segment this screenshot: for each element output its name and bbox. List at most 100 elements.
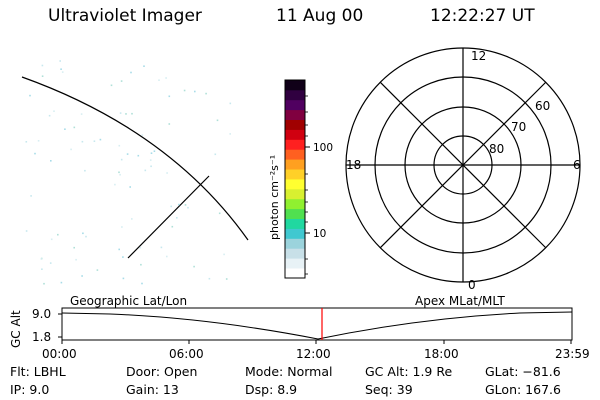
- speckle: [205, 92, 207, 95]
- speckle: [153, 150, 156, 152]
- speckle: [131, 218, 133, 220]
- speckle: [144, 169, 147, 172]
- speckle: [140, 263, 142, 266]
- speckle: [171, 225, 174, 228]
- speckle: [73, 126, 76, 129]
- speckle: [125, 113, 127, 115]
- colorbar-segment: [285, 169, 305, 180]
- speckle: [131, 112, 133, 115]
- date-label: 11 Aug 00: [276, 6, 364, 26]
- speckle: [168, 123, 171, 125]
- geographic-label: Geographic Lat/Lon: [70, 294, 187, 308]
- speckle: [150, 152, 153, 154]
- filter-status: Flt: LBHL: [10, 364, 66, 379]
- speckle: [126, 153, 129, 155]
- speckle: [122, 256, 124, 258]
- colorbar-segment: [285, 248, 305, 259]
- speckle: [137, 154, 140, 157]
- timeline-xtick-0600: 06:00: [169, 347, 204, 361]
- speckle: [114, 183, 116, 186]
- speckle: [73, 246, 75, 249]
- speckle: [118, 171, 120, 174]
- colorbar-segment: [285, 188, 305, 200]
- speckle: [80, 113, 83, 115]
- colorbar-tick-label-10: 10: [313, 228, 326, 240]
- speckle: [139, 246, 142, 249]
- speckle: [149, 159, 152, 161]
- lat-label-70: 70: [511, 120, 526, 134]
- time-label: 12:22:27 UT: [430, 6, 535, 26]
- glon-status: GLon: 167.6: [485, 382, 561, 397]
- colorbar-segment: [285, 258, 305, 269]
- colorbar-segment: [285, 228, 305, 239]
- terminator-line: [127, 175, 210, 259]
- colorbar-segment: [285, 89, 305, 101]
- speckle: [141, 282, 143, 285]
- speckle: [158, 79, 160, 81]
- speckle: [150, 165, 152, 168]
- colorbar-segment: [285, 268, 305, 279]
- speckle: [119, 112, 122, 114]
- speckle: [160, 246, 163, 249]
- speckle: [218, 212, 221, 215]
- speckle: [130, 71, 132, 74]
- speckle: [41, 268, 43, 270]
- speckle: [120, 158, 123, 161]
- speckle: [208, 277, 211, 280]
- speckle: [61, 71, 64, 73]
- lat-label-60: 60: [535, 99, 550, 113]
- colorbar-segment: [285, 119, 305, 130]
- mode-status: Mode: Normal: [245, 364, 333, 379]
- timeline-panel: GC Alt 9.0 1.8 Geographic Lat/Lon Apex M…: [9, 294, 590, 361]
- gain-status: Gain: 13: [126, 382, 179, 397]
- speckle: [81, 140, 84, 143]
- timeline-xtick-2359: 23:59: [555, 347, 590, 361]
- limb-arc: [21, 76, 249, 241]
- speckle: [223, 253, 225, 256]
- speckle: [193, 265, 195, 268]
- colorbar-segment: [285, 80, 305, 91]
- speckle: [184, 204, 187, 206]
- speckle: [216, 119, 219, 122]
- colorbar-segment: [285, 109, 305, 120]
- speckle: [41, 75, 44, 77]
- colorbar-segment: [285, 129, 305, 140]
- speckle: [75, 258, 77, 261]
- speckle: [225, 278, 228, 280]
- speckle: [166, 255, 168, 258]
- colorbar-segment: [285, 218, 305, 229]
- lat-label-80: 80: [489, 142, 504, 156]
- speckle: [25, 141, 28, 143]
- ip-status: IP: 9.0: [10, 382, 50, 397]
- speckle: [60, 281, 63, 284]
- image-speckles: [25, 60, 232, 285]
- speckle: [59, 60, 61, 62]
- colorbar-segment: [285, 159, 305, 170]
- colorbar-segment: [285, 139, 305, 150]
- apex-label: Apex MLat/MLT: [415, 294, 505, 308]
- speckle: [229, 102, 232, 105]
- colorbar-frame: [284, 79, 306, 279]
- polar-diagonal-2: [379, 81, 547, 249]
- speckle: [118, 144, 121, 147]
- colorbar-segment: [285, 198, 305, 210]
- timeline-ytick-label-1.8: 1.8: [32, 330, 51, 344]
- speckle: [34, 152, 36, 155]
- speckle: [120, 80, 123, 82]
- speckle: [49, 262, 52, 264]
- timeline-xtick-1200: 12:00: [296, 347, 331, 361]
- speckle: [70, 148, 72, 151]
- speckle: [122, 277, 125, 280]
- speckle: [118, 248, 120, 251]
- geographic-image-panel: [21, 60, 249, 285]
- mlt-label-6: 6: [573, 158, 581, 172]
- speckle: [93, 140, 96, 142]
- speckle: [194, 90, 196, 93]
- speckle: [25, 230, 28, 232]
- speckle: [96, 269, 99, 271]
- colorbar-segment: [285, 179, 305, 190]
- mlt-label-18: 18: [346, 158, 361, 172]
- speckle: [178, 203, 180, 206]
- speckle: [121, 226, 123, 228]
